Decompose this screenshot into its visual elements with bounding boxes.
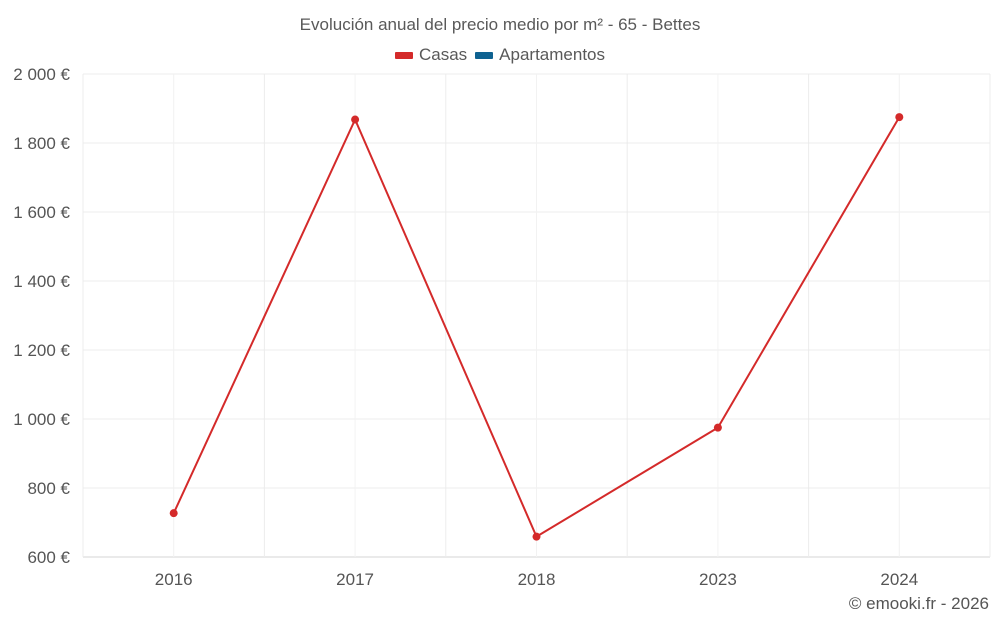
x-tick-label: 2016 (155, 570, 193, 589)
chart-title: Evolución anual del precio medio por m² … (299, 15, 701, 34)
y-tick-label: 1 800 € (13, 134, 70, 153)
y-tick-label: 1 600 € (13, 203, 70, 222)
legend-label-apartamentos: Apartamentos (499, 45, 606, 64)
data-point (895, 113, 904, 122)
y-tick-label: 800 € (27, 479, 70, 498)
data-point (169, 509, 178, 518)
y-tick-label: 1 000 € (13, 410, 70, 429)
y-tick-label: 1 200 € (13, 341, 70, 360)
data-point (713, 423, 722, 432)
legend-swatch-apartamentos (475, 51, 494, 59)
legend-swatch-casas (394, 51, 413, 59)
data-point (351, 115, 360, 124)
x-tick-label: 2018 (518, 570, 556, 589)
y-tick-label: 600 € (27, 548, 70, 567)
legend-item-apartamentos[interactable]: Apartamentos (475, 45, 605, 65)
x-tick-label: 2024 (880, 570, 918, 589)
chart-legend: Casas Apartamentos (0, 45, 1000, 65)
legend-label-casas: Casas (418, 45, 468, 64)
credit-text: © emooki.fr - 2026 (848, 594, 989, 613)
data-point (532, 532, 541, 541)
x-tick-label: 2023 (699, 570, 737, 589)
x-tick-label: 2017 (336, 570, 374, 589)
legend-item-casas[interactable]: Casas (394, 45, 468, 65)
y-tick-label: 2 000 € (13, 65, 70, 84)
y-tick-label: 1 400 € (13, 272, 70, 291)
